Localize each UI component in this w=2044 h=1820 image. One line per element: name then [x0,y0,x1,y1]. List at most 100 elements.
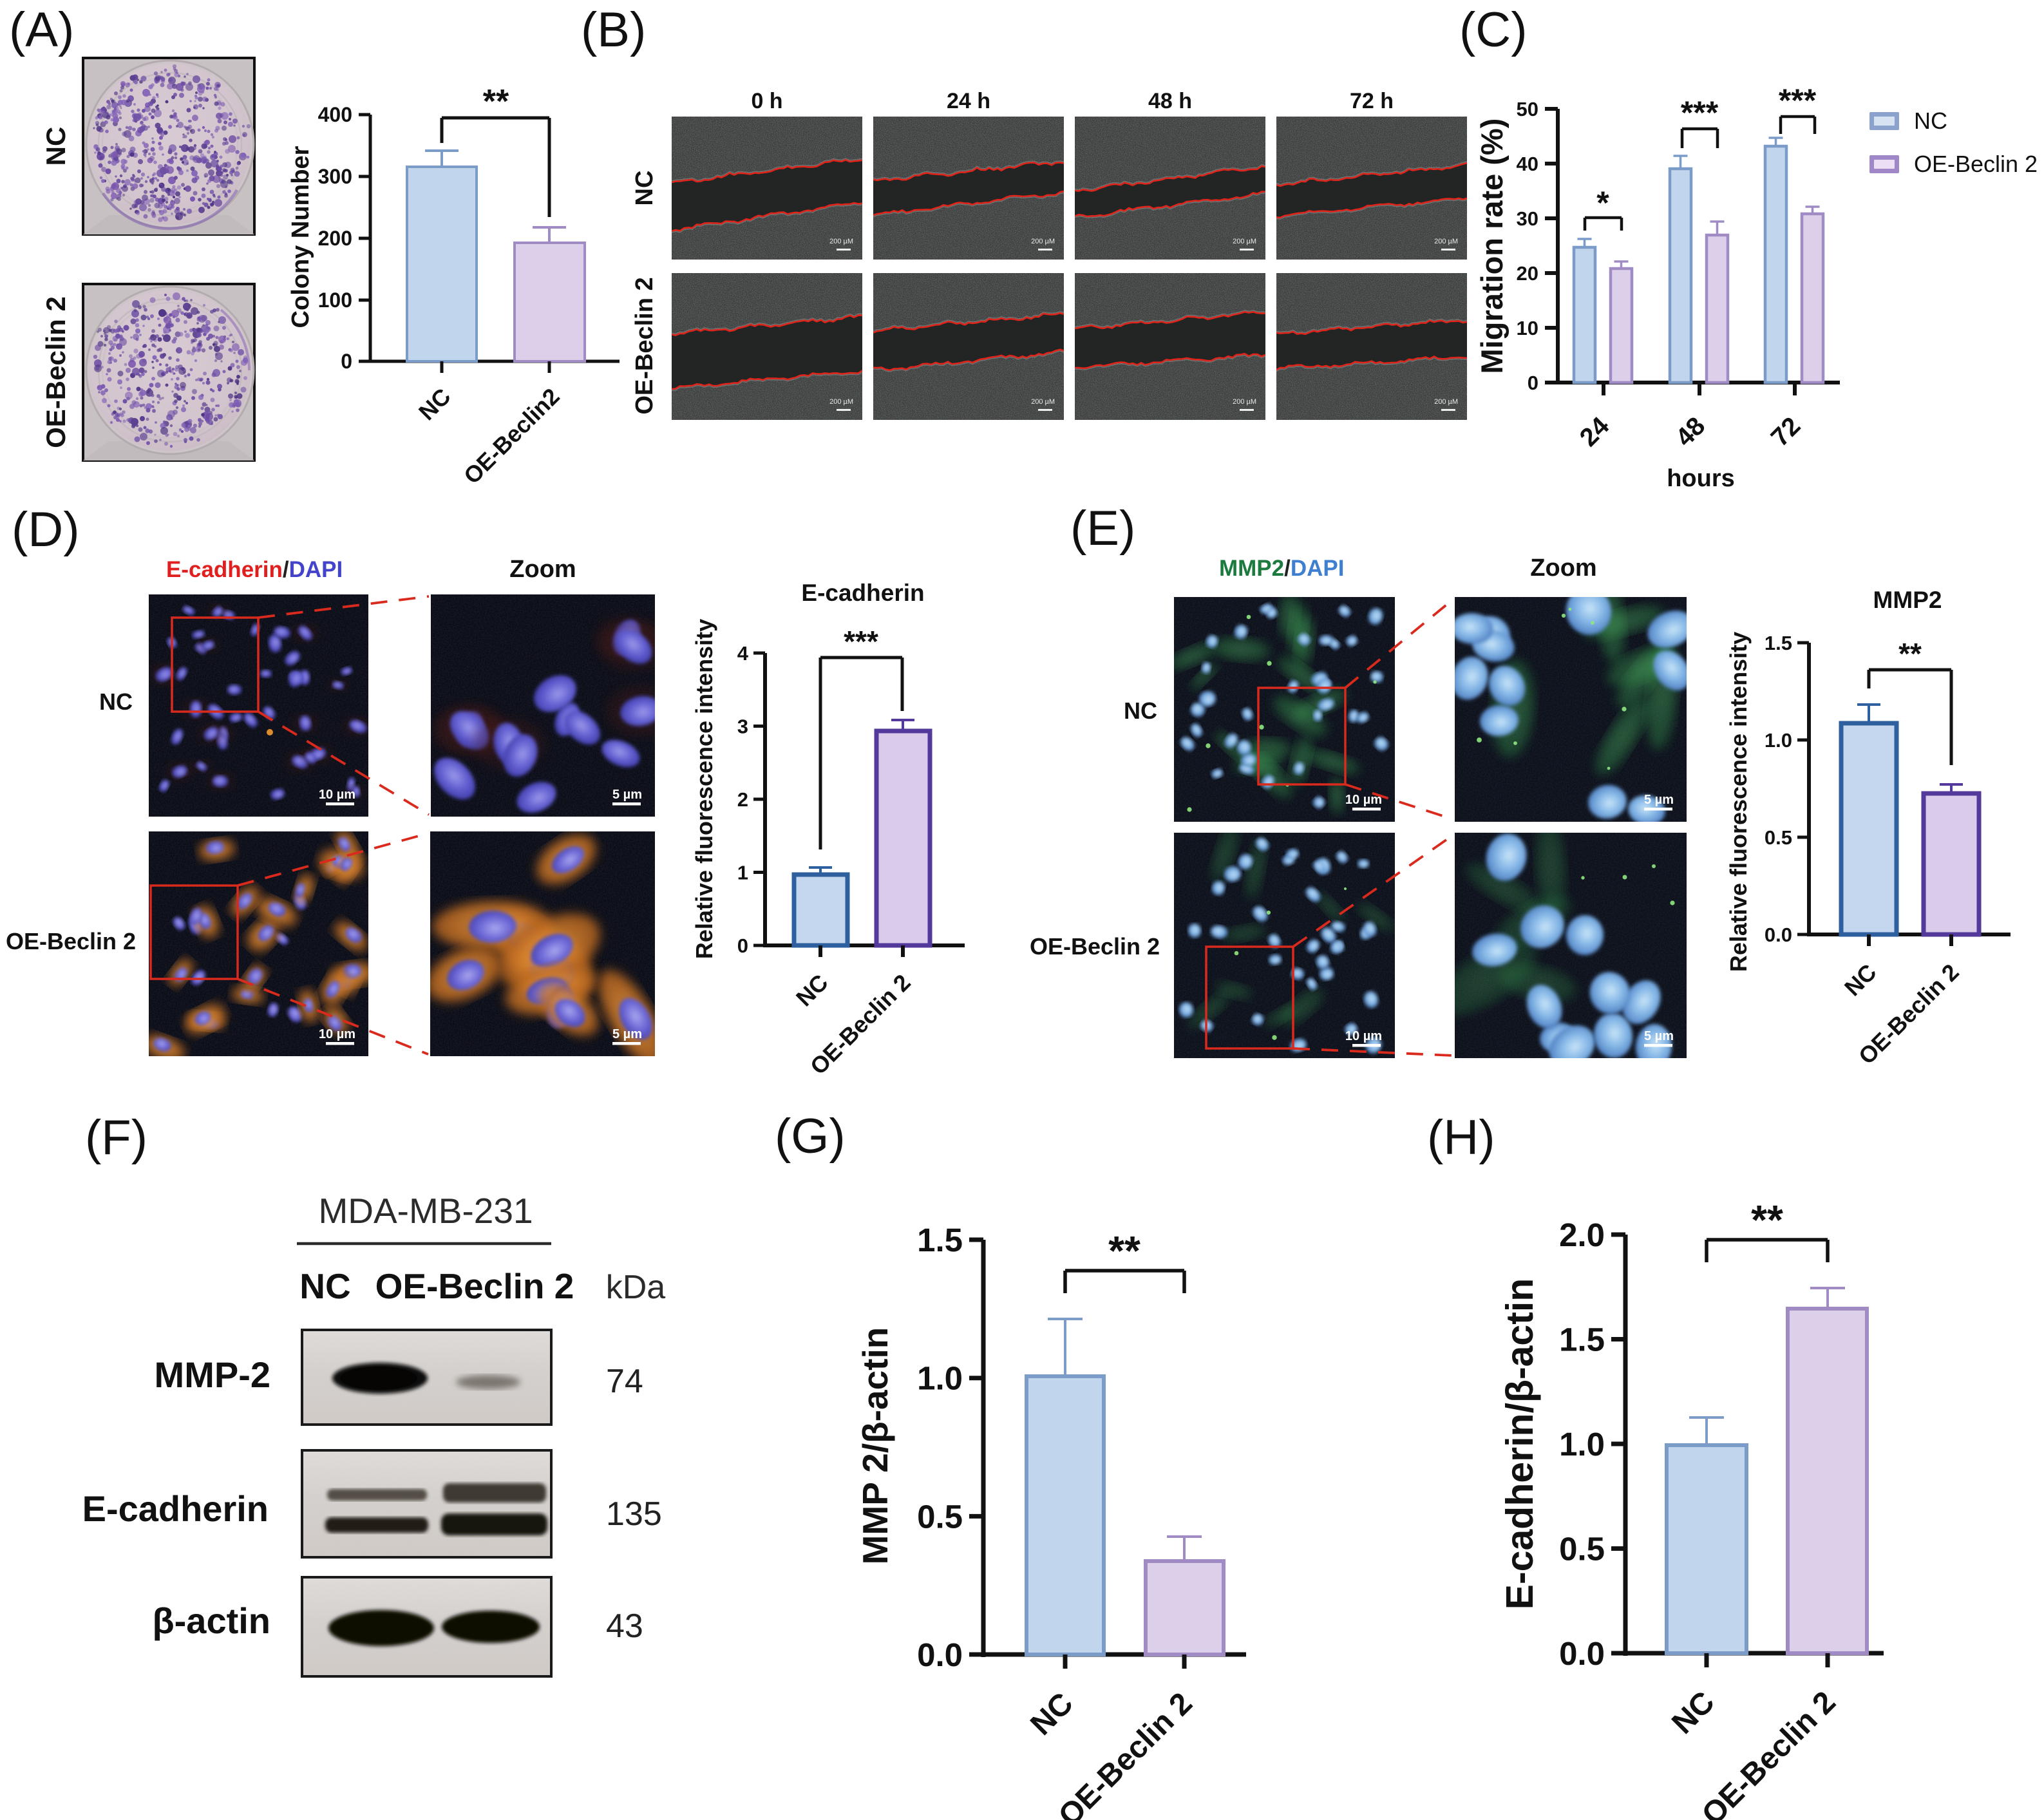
svg-text:NC: NC [413,383,456,426]
svg-text:Colony Number: Colony Number [287,146,314,328]
svg-text:1.0: 1.0 [1559,1426,1605,1463]
svg-text:10: 10 [1517,317,1538,339]
svg-text:MDA-MB-231: MDA-MB-231 [318,1191,533,1231]
svg-text:*: * [1596,185,1609,221]
svg-text:NC: NC [1839,959,1882,1001]
svg-text:Zoom: Zoom [1530,555,1596,582]
svg-text:E-cadherin/β-actin: E-cadherin/β-actin [1499,1278,1541,1610]
svg-text:1: 1 [737,862,748,884]
svg-text:(E): (E) [1070,501,1135,556]
svg-text:**: ** [1108,1228,1140,1274]
svg-text:NC: NC [1024,1686,1079,1741]
svg-text:1.5: 1.5 [1765,632,1792,654]
svg-text:NC: NC [299,1266,350,1306]
svg-text:10 µm: 10 µm [319,788,355,802]
svg-text:300: 300 [318,165,352,188]
svg-text:1.5: 1.5 [1559,1322,1605,1358]
svg-text:200 µM: 200 µM [1434,238,1458,245]
svg-text:OE-Beclin 2: OE-Beclin 2 [375,1266,574,1306]
svg-text:200 µM: 200 µM [1233,238,1256,245]
svg-text:(B): (B) [581,3,646,57]
svg-text:OE-Beclin 2: OE-Beclin 2 [41,296,71,448]
svg-text:2: 2 [737,788,748,811]
svg-text:0.0: 0.0 [1559,1635,1605,1672]
svg-text:72: 72 [1766,412,1806,452]
svg-text:hours: hours [1667,465,1735,492]
svg-text:(H): (H) [1427,1110,1495,1165]
svg-text:OE-Beclin 2: OE-Beclin 2 [6,928,136,954]
svg-text:2.0: 2.0 [1559,1217,1605,1253]
svg-text:**: ** [483,83,509,120]
svg-text:24: 24 [1575,412,1615,452]
svg-text:1.0: 1.0 [917,1360,963,1397]
svg-text:200 µM: 200 µM [1031,238,1055,245]
svg-text:(G): (G) [775,1109,846,1164]
svg-text:***: *** [844,625,878,658]
svg-text:48 h: 48 h [1148,89,1192,113]
svg-text:24 h: 24 h [947,89,990,113]
svg-text:NC: NC [1124,697,1157,724]
svg-text:0.0: 0.0 [917,1636,963,1673]
svg-text:OE-Beclin 2: OE-Beclin 2 [631,277,658,414]
svg-text:0.5: 0.5 [1765,826,1792,849]
svg-text:***: *** [1681,95,1719,131]
svg-text:NC: NC [791,969,833,1012]
svg-text:MMP2/DAPI: MMP2/DAPI [1219,556,1344,581]
svg-text:0.5: 0.5 [1559,1531,1605,1568]
svg-text:***: *** [1779,82,1817,118]
svg-text:Relative fluorescence intensit: Relative fluorescence intensity [1725,632,1752,972]
svg-text:0: 0 [341,350,352,373]
svg-text:kDa: kDa [606,1269,666,1306]
svg-text:**: ** [1898,637,1922,670]
svg-text:40: 40 [1517,153,1538,175]
svg-text:(F): (F) [85,1110,147,1165]
svg-text:72 h: 72 h [1350,89,1394,113]
svg-text:400: 400 [318,103,352,126]
svg-text:NC: NC [631,171,658,206]
svg-text:20: 20 [1517,262,1538,285]
svg-text:135: 135 [606,1495,662,1533]
svg-text:Migration rate (%): Migration rate (%) [1475,118,1509,374]
svg-text:1.5: 1.5 [917,1222,963,1258]
svg-text:OE-Beclin 2: OE-Beclin 2 [1030,933,1160,960]
svg-text:200 µM: 200 µM [829,398,853,406]
svg-text:MMP2: MMP2 [1873,587,1942,613]
svg-text:200 µM: 200 µM [1233,398,1256,406]
svg-text:NC: NC [1665,1685,1721,1740]
svg-text:OE-Beclin 2: OE-Beclin 2 [1696,1685,1842,1820]
svg-text:5 µm: 5 µm [612,1027,642,1041]
svg-text:1.0: 1.0 [1765,729,1792,752]
svg-text:0: 0 [1528,372,1538,394]
svg-text:30: 30 [1517,207,1538,230]
svg-text:Relative fluorescence intensit: Relative fluorescence intensity [691,619,717,959]
svg-text:0.0: 0.0 [1765,924,1792,946]
svg-text:50: 50 [1517,98,1538,120]
svg-text:MMP 2/β-actin: MMP 2/β-actin [855,1327,895,1565]
svg-text:β-actin: β-actin [152,1600,270,1641]
svg-text:10 µm: 10 µm [1345,1029,1382,1043]
svg-text:NC: NC [99,688,133,715]
svg-text:5 µm: 5 µm [1644,1029,1674,1043]
svg-text:100: 100 [318,289,352,312]
svg-text:200 µM: 200 µM [1031,398,1055,406]
svg-text:**: ** [1751,1197,1783,1243]
svg-text:3: 3 [737,716,748,738]
svg-text:E-cadherin/DAPI: E-cadherin/DAPI [166,557,343,582]
svg-text:OE-Beclin 2: OE-Beclin 2 [1914,151,2038,177]
svg-text:(C): (C) [1459,3,1528,57]
svg-text:E-cadherin: E-cadherin [801,580,924,606]
svg-text:0.5: 0.5 [917,1498,963,1535]
svg-text:(A): (A) [9,3,74,57]
svg-text:200 µM: 200 µM [1434,398,1458,406]
svg-text:10 µm: 10 µm [319,1027,355,1041]
svg-text:0 h: 0 h [751,89,782,113]
svg-text:200: 200 [318,227,352,250]
svg-text:NC: NC [41,127,71,166]
svg-text:MMP-2: MMP-2 [155,1354,270,1395]
svg-text:(D): (D) [12,502,80,557]
svg-text:48: 48 [1670,412,1711,452]
svg-text:NC: NC [1914,108,1947,134]
svg-text:OE-Beclin2: OE-Beclin2 [459,383,565,489]
svg-text:0: 0 [737,934,748,957]
svg-text:10 µm: 10 µm [1345,793,1382,807]
